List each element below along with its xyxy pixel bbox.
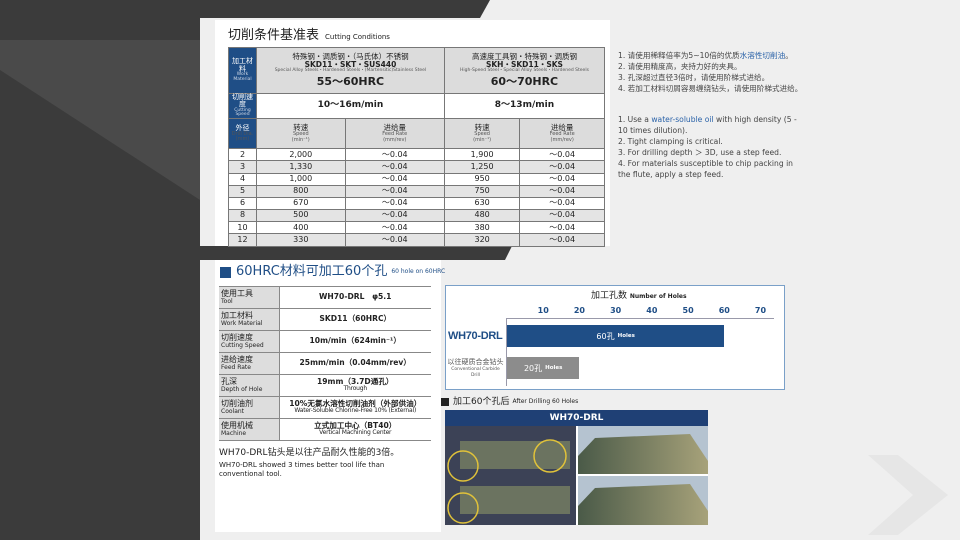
tick-label: 60 [718,306,730,315]
category-label: 以往硬质合金钻头 Conventional Carbide Drill [447,358,504,378]
table-cell: 330 [256,233,346,247]
table-cell: ～0.04 [344,233,445,247]
test-title: 60HRC材料可加工60个孔 60 hole on 60HRC [220,264,445,280]
spec-row: 使用工具 Tool WH70-DRL φ5.1 [219,286,431,309]
group-2: 高速度工具钢・特殊钢・调质钢 SKH・SKD11・SKS High-Speed St… [443,47,606,94]
table-cell: ～0.04 [344,221,445,235]
table-row: 8 500 ～0.04 480 ～0.04 [228,209,605,223]
table-cell: 500 [256,209,346,223]
table-cell: ～0.04 [344,184,445,198]
table-cell: 12 [228,233,257,247]
table-cell: 1,000 [256,172,346,186]
table-cell: 8 [228,209,257,223]
table-cell: 1,900 [443,148,521,162]
photos-title: 加工60个孔后 After Drilling 60 Holes [441,396,578,408]
table-cell: 750 [443,184,521,198]
cutting-title: 切削条件基准表 Cutting Conditions [228,28,390,43]
cutting-conditions-table: 加工材料 Work Material 特殊钢・调质钢・（马氏体）不锈钢 SKD11・… [228,47,606,247]
table-cell: 3 [228,160,257,174]
summary-cn: WH70-DRL钻头是以往产品耐久性能的3倍。 [219,448,400,458]
spec-row: 使用机械 Machine 立式加工中心（BT40） Vertical Machinin… [219,418,431,441]
table-row: 6 670 ～0.04 630 ～0.04 [228,196,605,211]
table-cell: 380 [443,221,521,235]
table-cell: 10 [228,221,257,235]
table-cell: 320 [443,233,521,247]
table-cell: ～0.04 [519,233,605,247]
summary-en: WH70-DRL showed 3 times better tool life… [219,461,385,478]
table-cell: ～0.04 [519,172,605,186]
chevron-right-icon [868,455,948,535]
table-cell: ～0.04 [519,148,605,162]
test-results-panel: 60HRC材料可加工60个孔 60 hole on 60HRC 使用工具 Tool W… [215,260,445,532]
table-cell: ～0.04 [519,221,605,235]
table-cell: 670 [256,196,346,211]
table-cell: ～0.04 [519,184,605,198]
group-1: 特殊钢・调质钢・（马氏体）不锈钢 SKD11・SKT・SUS440 Special … [256,47,445,94]
tick-label: 20 [573,306,585,315]
table-row: 3 1,330 ～0.04 1,250 ～0.04 [228,160,605,174]
table-cell: 950 [443,172,521,186]
table-cell: 2 [228,148,257,162]
table-cell: ～0.04 [344,160,445,174]
usage-notes: 1. 请使用稀释倍率为5~10倍的优质水溶性切削油。 2. 请使用精度高，夹持力… [618,51,803,179]
table-cell: 1,250 [443,160,521,174]
table-row: 12 330 ～0.04 320 ～0.04 [228,233,605,247]
category-label: WH70-DRL [448,330,503,342]
tick-label: 40 [646,306,658,315]
spec-row: 切削油剂 Coolant 10%无氯水溶性切削油剂（外部供油） Water-Solub… [219,396,431,419]
spec-row: 切削速度 Cutting Speed 10m/min（624min⁻¹） [219,330,431,353]
table-cell: 6 [228,196,257,211]
drill-wear-photo [445,426,708,525]
table-cell: ～0.04 [519,196,605,211]
spec-row: 进给速度 Feed Rate 25mm/min（0.04mm/rev） [219,352,431,375]
table-cell: 800 [256,184,346,198]
table-row: 2 2,000 ～0.04 1,900 ～0.04 [228,148,605,162]
tick-label: 10 [537,306,549,315]
test-spec-table: 使用工具 Tool WH70-DRL φ5.1 加工材料 Work Material SK… [219,286,431,441]
tick-label: 70 [754,306,767,315]
table-cell: 2,000 [256,148,346,162]
spec-row: 加工材料 Work Material SKD11（60HRC） [219,308,431,331]
table-cell: ～0.04 [344,209,445,223]
table-row: 5 800 ～0.04 750 ～0.04 [228,184,605,198]
bar: 60孔 Holes [507,325,725,347]
drill-photos: WH70-DRL [445,410,708,525]
table-cell: ～0.04 [344,148,445,162]
tick-label: 50 [682,306,694,315]
bar: 20孔 Holes [507,357,580,379]
table-cell: 1,330 [256,160,346,174]
cutting-conditions-panel: 切削条件基准表 Cutting Conditions 加工材料 Work Mater… [215,20,610,247]
spec-row: 孔深 Depth of Hole 19mm（3.7D通孔） Through [219,374,431,397]
table-cell: 400 [256,221,346,235]
table-cell: ～0.04 [519,209,605,223]
table-cell: ～0.04 [344,196,445,211]
table-cell: ～0.04 [344,172,445,186]
table-cell: 4 [228,172,257,186]
table-cell: ～0.04 [519,160,605,174]
holes-bar-chart: 加工孔数 Number of Holes 10 20 30 40 50 60 70 WH70… [445,285,785,390]
table-cell: 5 [228,184,257,198]
table-cell: 630 [443,196,521,211]
table-cell: 480 [443,209,521,223]
tick-label: 30 [610,306,622,315]
table-row: 4 1,000 ～0.04 950 ～0.04 [228,172,605,186]
table-row: 10 400 ～0.04 380 ～0.04 [228,221,605,235]
